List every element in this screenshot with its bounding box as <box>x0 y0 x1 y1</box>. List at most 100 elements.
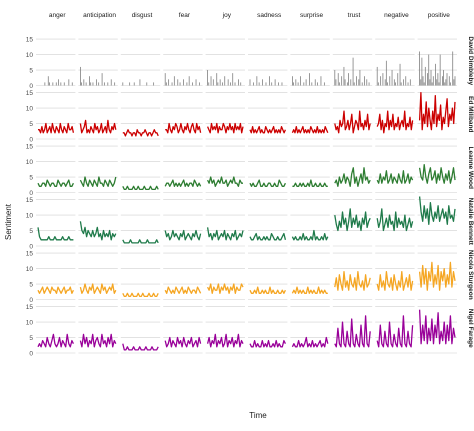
bar-david-dimbleby-fear <box>188 76 190 86</box>
bar-david-dimbleby-positive <box>420 79 422 86</box>
bar-david-dimbleby-trust <box>359 70 361 86</box>
y-tick-label: 15 <box>26 304 34 311</box>
line-nicola-sturgeon-negative <box>376 271 414 291</box>
line-nigel-farage-positive <box>418 309 456 345</box>
bar-david-dimbleby-joy <box>230 82 231 86</box>
bar-david-dimbleby-anger <box>47 76 49 86</box>
bar-david-dimbleby-negative <box>407 82 409 86</box>
column-label-surprise: surprise <box>300 12 324 19</box>
bar-david-dimbleby-negative <box>393 79 395 86</box>
panel-david-dimbleby-negative <box>375 38 415 86</box>
panel-leanne-wood-positive <box>417 145 457 193</box>
bar-david-dimbleby-positive <box>435 63 436 86</box>
line-natalie-bennett-anger <box>37 227 74 241</box>
panel-david-dimbleby-sadness <box>248 38 288 86</box>
line-nicola-sturgeon-anticipation <box>79 283 117 294</box>
y-tick-label: 5 <box>29 67 33 74</box>
row-label-nigel-farage: Nigel Farage <box>467 309 474 348</box>
panel-natalie-bennett-negative <box>375 199 415 247</box>
panel-nicola-sturgeon-trust <box>332 252 373 300</box>
bar-david-dimbleby-positive <box>422 76 424 86</box>
panel-ed-miliband-trust <box>332 92 373 140</box>
bar-david-dimbleby-surprise <box>320 76 322 86</box>
panel-leanne-wood-anger <box>36 145 76 193</box>
bar-david-dimbleby-fear <box>171 82 173 86</box>
y-tick-label: 5 <box>29 228 33 235</box>
line-leanne-wood-negative <box>376 170 414 184</box>
panel-natalie-bennett-joy <box>205 199 245 247</box>
panel-leanne-wood-fear <box>163 145 203 193</box>
y-tick-label: 15 <box>26 250 34 257</box>
column-label-trust: trust <box>348 12 361 19</box>
panel-david-dimbleby-joy <box>205 38 245 86</box>
line-nicola-sturgeon-disgust <box>122 292 159 298</box>
bar-david-dimbleby-disgust <box>129 82 131 86</box>
bar-david-dimbleby-joy <box>227 79 229 86</box>
bar-david-dimbleby-trust <box>343 66 345 86</box>
bar-david-dimbleby-positive <box>419 51 420 86</box>
panel-leanne-wood-anticipation <box>78 145 118 193</box>
bar-david-dimbleby-positive <box>443 70 444 86</box>
bar-david-dimbleby-positive <box>453 79 455 86</box>
panel-david-dimbleby-positive <box>417 38 457 86</box>
bar-david-dimbleby-negative <box>409 79 411 86</box>
bar-david-dimbleby-positive <box>424 66 426 86</box>
y-tick-label: 15 <box>26 143 34 150</box>
panel-natalie-bennett-trust <box>332 199 373 247</box>
bar-david-dimbleby-joy <box>238 79 239 86</box>
bar-david-dimbleby-positive <box>421 57 423 86</box>
bar-david-dimbleby-trust <box>364 76 365 86</box>
y-tick-label: 0 <box>29 83 33 90</box>
bar-david-dimbleby-trust <box>366 79 368 86</box>
bar-david-dimbleby-surprise <box>323 82 325 86</box>
bar-david-dimbleby-anticipation <box>101 73 103 86</box>
panel-natalie-bennett-surprise <box>290 199 330 247</box>
line-nigel-farage-anger <box>37 333 74 348</box>
panel-david-dimbleby-anger <box>36 38 76 86</box>
line-leanne-wood-fear <box>164 179 202 187</box>
bar-david-dimbleby-surprise <box>311 82 313 86</box>
panel-nicola-sturgeon-fear <box>163 252 203 300</box>
bar-david-dimbleby-sadness <box>262 79 263 86</box>
bar-david-dimbleby-positive <box>430 70 432 86</box>
panel-leanne-wood-joy <box>205 145 245 193</box>
bar-david-dimbleby-surprise <box>293 82 294 86</box>
column-label-negative: negative <box>384 12 409 19</box>
y-tick-label: 5 <box>29 281 33 288</box>
bar-david-dimbleby-sadness <box>258 82 260 86</box>
panel-leanne-wood-negative <box>375 145 415 193</box>
panel-nigel-farage-joy <box>205 306 245 354</box>
line-nicola-sturgeon-surprise <box>291 286 328 294</box>
column-label-anticipation: anticipation <box>83 12 116 19</box>
panel-ed-miliband-positive <box>417 91 457 140</box>
bar-david-dimbleby-trust <box>338 82 340 86</box>
bar-david-dimbleby-sadness <box>271 82 273 86</box>
line-ed-miliband-disgust <box>122 129 159 137</box>
line-natalie-bennett-trust <box>334 208 371 232</box>
bar-david-dimbleby-surprise <box>292 76 293 86</box>
bar-david-dimbleby-positive <box>445 79 447 86</box>
bar-david-dimbleby-joy <box>240 82 242 86</box>
bar-david-dimbleby-trust <box>358 79 360 86</box>
line-nigel-farage-sadness <box>249 339 286 348</box>
bar-david-dimbleby-joy <box>219 79 221 86</box>
line-ed-miliband-anger <box>38 122 75 134</box>
bar-david-dimbleby-surprise <box>317 82 318 86</box>
panel-nigel-farage-sadness <box>248 306 288 354</box>
panel-natalie-bennett-fear <box>163 199 203 247</box>
bar-david-dimbleby-disgust <box>146 82 148 86</box>
y-tick-label: 0 <box>29 190 33 197</box>
line-natalie-bennett-fear <box>164 229 202 241</box>
bar-david-dimbleby-anger <box>52 82 54 86</box>
bar-david-dimbleby-positive <box>423 82 425 86</box>
y-axis-title: Sentiment <box>4 203 13 240</box>
bar-david-dimbleby-anticipation <box>114 82 116 86</box>
bar-david-dimbleby-joy <box>232 73 234 86</box>
bar-david-dimbleby-sadness <box>278 82 279 86</box>
bar-david-dimbleby-negative <box>397 73 399 86</box>
bar-david-dimbleby-disgust <box>122 82 124 86</box>
bar-david-dimbleby-trust <box>368 82 370 86</box>
bar-david-dimbleby-surprise <box>303 82 305 86</box>
bar-david-dimbleby-negative <box>377 82 379 86</box>
bar-david-dimbleby-anticipation <box>95 79 97 86</box>
